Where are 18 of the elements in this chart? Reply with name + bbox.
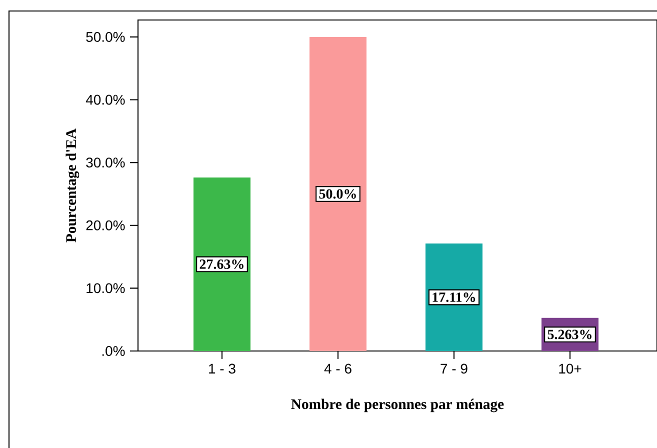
bar (193, 177, 250, 351)
y-tick-label: 50.0% (86, 32, 125, 42)
x-tick-label: 1 - 3 (209, 364, 236, 374)
bar (309, 36, 366, 351)
data-label: 5.263% (548, 330, 592, 340)
data-label: 27.63% (200, 259, 244, 269)
x-tick-label: 10+ (559, 364, 582, 374)
x-tick-label: 7 - 9 (440, 364, 468, 374)
y-tick-label: 40.0% (86, 94, 125, 105)
y-tick-label: .0% (102, 346, 125, 356)
y-tick-label: 30.0% (86, 158, 125, 168)
y-axis-title: Pourcentage d'EA (66, 128, 80, 242)
x-axis-title: Nombre de personnes par ménage (291, 398, 504, 412)
x-tick-label: 4 - 6 (324, 364, 352, 374)
y-tick-label: 20.0% (86, 220, 125, 230)
y-tick-label: 10.0% (86, 283, 125, 294)
data-label: 17.11% (432, 292, 476, 302)
data-label: 50.0% (319, 189, 356, 199)
